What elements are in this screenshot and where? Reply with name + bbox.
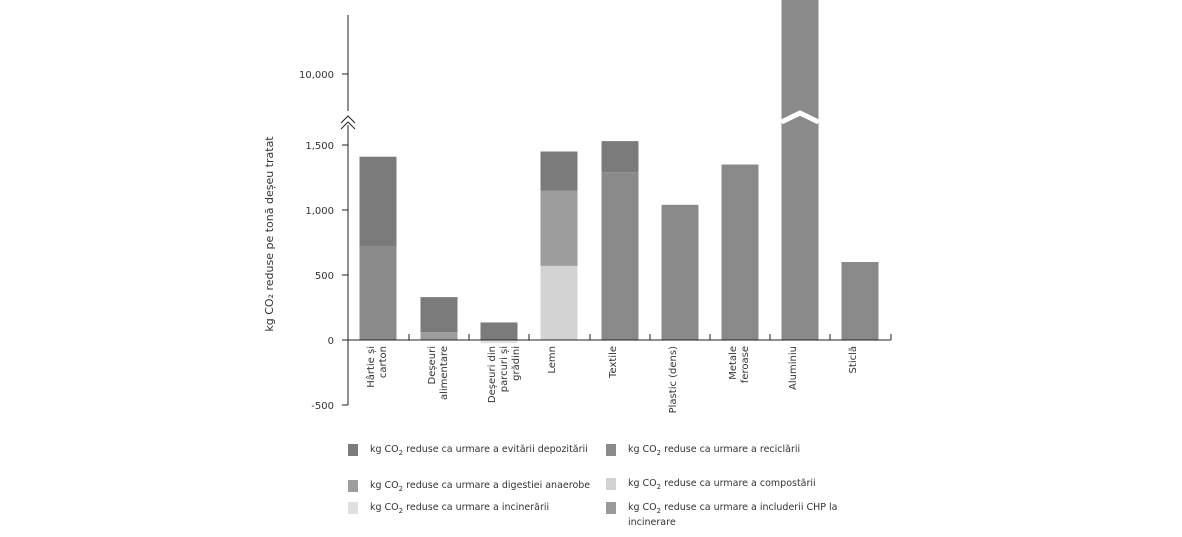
category-label: Lemn <box>547 346 558 374</box>
y-tick-label: 10,000 <box>299 70 334 81</box>
legend-label: kg CO2 reduse ca urmare a incinerării <box>370 502 550 515</box>
category-label: feroase <box>740 346 751 383</box>
category-labels-group: Hârtie și carton Deșeuri alimentare Deșeuri … <box>365 346 859 413</box>
legend-item: kg CO2 reduse ca urmare a incinerării <box>348 502 598 517</box>
y-axis-label: kg CO₂ reduse pe tonă deșeu tratat <box>263 136 276 332</box>
legend: kg CO2 reduse ca urmare a evitării depoz… <box>348 444 888 534</box>
bar-segment <box>359 156 397 247</box>
category-label: grădini <box>511 346 522 381</box>
category-label: Deșeuri <box>427 346 438 384</box>
bar-segment <box>359 246 397 340</box>
y-tick-label: 1,500 <box>305 141 334 152</box>
axes-group <box>340 15 892 405</box>
legend-label: kg CO2 reduse ca urmare a includerii CHP… <box>628 502 838 528</box>
legend-label: kg CO2 reduse ca urmare a digestiei anae… <box>370 480 591 493</box>
axis-break-mark <box>780 110 820 125</box>
category-label: Plastic (dens) <box>668 346 679 413</box>
bar-segment <box>480 322 518 340</box>
legend-item: kg CO2 reduse ca urmare a compostării <box>606 478 876 493</box>
y-axis-break-upper <box>340 115 356 124</box>
legend-swatch <box>348 502 358 514</box>
bar-segment <box>841 262 879 340</box>
category-label: parcuri și <box>499 346 510 392</box>
category-label: carton <box>378 346 389 378</box>
bar-segment <box>781 0 819 340</box>
y-tick-label: 500 <box>315 271 334 282</box>
bar-segment <box>540 265 578 340</box>
bar-segment <box>601 141 639 173</box>
legend-swatch <box>606 444 616 456</box>
bar-segment <box>540 190 578 266</box>
legend-swatch <box>606 502 616 514</box>
bar-segment <box>420 297 458 333</box>
legend-swatch <box>348 444 358 456</box>
bars-group <box>359 0 879 344</box>
legend-swatch <box>606 478 616 490</box>
bar-segment <box>601 172 639 340</box>
legend-item: kg CO2 reduse ca urmare a includerii CHP… <box>606 502 876 529</box>
y-tick-label: 0 <box>328 336 334 347</box>
legend-label: kg CO2 reduse ca urmare a evitării depoz… <box>370 444 588 457</box>
category-label: Metale <box>728 346 739 380</box>
y-axis-break-lower <box>340 121 356 130</box>
legend-item: kg CO2 reduse ca urmare a reciclării <box>606 444 876 459</box>
bar-segment <box>420 332 458 340</box>
category-label: Aluminiu <box>788 346 799 390</box>
bar-segment <box>721 164 759 340</box>
legend-item: kg CO2 reduse ca urmare a evitării depoz… <box>348 444 598 459</box>
category-label: Deșeuri din <box>487 346 498 403</box>
y-tick-label: -500 <box>311 401 334 412</box>
bar-segment <box>540 151 578 191</box>
legend-label: kg CO2 reduse ca urmare a compostării <box>628 478 816 491</box>
y-tick-label: 1,000 <box>305 206 334 217</box>
category-label: Sticlă <box>848 346 859 373</box>
category-label: Textile <box>608 346 619 379</box>
bar-segment <box>480 340 518 344</box>
legend-swatch <box>348 480 358 492</box>
category-label: Hârtie și <box>365 346 377 388</box>
legend-item: kg CO2 reduse ca urmare a digestiei anae… <box>348 480 598 495</box>
legend-label: kg CO2 reduse ca urmare a reciclării <box>628 444 801 457</box>
category-label: alimentare <box>439 346 450 400</box>
bar-segment <box>661 204 699 340</box>
